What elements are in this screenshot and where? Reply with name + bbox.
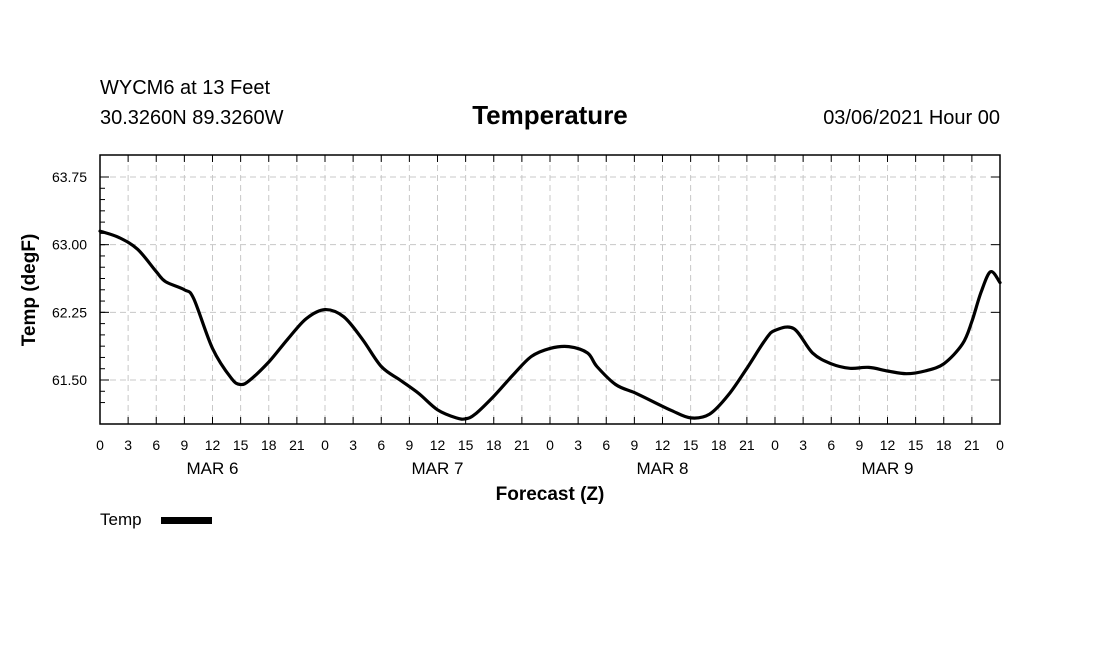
x-tick-label: 18 bbox=[486, 437, 502, 453]
grid-lines bbox=[100, 155, 1000, 424]
x-tick-label: 15 bbox=[233, 437, 249, 453]
x-tick-label: 18 bbox=[936, 437, 952, 453]
legend-swatch bbox=[161, 517, 212, 524]
x-tick-label: 3 bbox=[349, 437, 357, 453]
day-labels: MAR 6 MAR 7 MAR 8 MAR 9 bbox=[187, 459, 914, 478]
x-tick-label: 9 bbox=[855, 437, 863, 453]
x-tick-label: 15 bbox=[908, 437, 924, 453]
x-tick-label: 21 bbox=[964, 437, 980, 453]
y-tick-label: 63.00 bbox=[52, 237, 87, 253]
legend-label: Temp bbox=[100, 510, 142, 529]
x-tick-label: 15 bbox=[683, 437, 699, 453]
x-axis-label: Forecast (Z) bbox=[496, 484, 605, 505]
x-tick-label: 12 bbox=[205, 437, 221, 453]
x-tick-label: 9 bbox=[630, 437, 638, 453]
x-tick-label: 15 bbox=[458, 437, 474, 453]
day-label: MAR 8 bbox=[637, 459, 689, 478]
x-tick-label: 21 bbox=[514, 437, 530, 453]
x-tick-label: 18 bbox=[261, 437, 277, 453]
x-tick-label: 0 bbox=[771, 437, 779, 453]
chart-title: Temperature bbox=[472, 100, 628, 130]
x-tick-labels: 0 3 6 9 12 15 18 21 0 3 6 9 12 15 18 21 0 3 6 9 12 15 18 21 0 3 6 9… bbox=[96, 437, 1004, 453]
x-tick-label: 0 bbox=[996, 437, 1004, 453]
station-label: WYCM6 at 13 Feet bbox=[100, 77, 271, 99]
day-label: MAR 6 bbox=[187, 459, 239, 478]
day-label: MAR 7 bbox=[412, 459, 464, 478]
x-tick-label: 6 bbox=[152, 437, 160, 453]
series-line-temp bbox=[98, 229, 1002, 421]
day-label: MAR 9 bbox=[862, 459, 914, 478]
x-tick-label: 0 bbox=[96, 437, 104, 453]
x-tick-label: 21 bbox=[289, 437, 305, 453]
x-tick-label: 9 bbox=[405, 437, 413, 453]
x-tick-label: 6 bbox=[602, 437, 610, 453]
run-time-label: 03/06/2021 Hour 00 bbox=[823, 107, 1000, 129]
x-tick-label: 6 bbox=[827, 437, 835, 453]
x-tick-label: 6 bbox=[377, 437, 385, 453]
y-tick-labels: 63.75 63.00 62.25 61.50 bbox=[52, 169, 87, 388]
x-tick-label: 0 bbox=[546, 437, 554, 453]
y-axis-label: Temp (degF) bbox=[19, 234, 40, 347]
plot-area-frame bbox=[99, 154, 1001, 425]
location-label: 30.3260N 89.3260W bbox=[100, 107, 284, 129]
y-tick-label: 61.50 bbox=[52, 372, 87, 388]
x-tick-label: 21 bbox=[739, 437, 755, 453]
x-tick-label: 3 bbox=[799, 437, 807, 453]
legend: Temp bbox=[100, 510, 212, 529]
y-tick-label: 62.25 bbox=[52, 304, 87, 320]
x-tick-label: 12 bbox=[880, 437, 896, 453]
x-tick-label: 18 bbox=[711, 437, 727, 453]
axis-ticks bbox=[99, 155, 1001, 424]
x-tick-label: 9 bbox=[180, 437, 188, 453]
x-tick-label: 3 bbox=[124, 437, 132, 453]
x-tick-label: 3 bbox=[574, 437, 582, 453]
x-tick-label: 0 bbox=[321, 437, 329, 453]
x-tick-label: 12 bbox=[430, 437, 446, 453]
x-tick-label: 12 bbox=[655, 437, 671, 453]
y-tick-label: 63.75 bbox=[52, 169, 87, 185]
